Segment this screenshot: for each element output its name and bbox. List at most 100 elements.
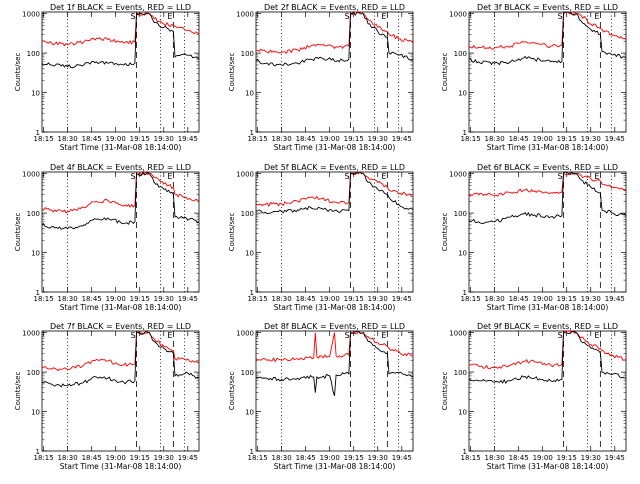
lld-series-line xyxy=(255,171,414,208)
region-marker-E: E xyxy=(381,172,386,181)
x-tick-label: 19:30 xyxy=(154,454,174,462)
y-axis-label: Counts/sec xyxy=(228,53,236,92)
events-series-line xyxy=(468,171,627,224)
region-marker-S: S xyxy=(558,331,563,340)
y-tick-label: 10 xyxy=(31,409,40,417)
x-axis-label: Start Time (31-Mar-08 18:14:00) xyxy=(60,462,182,471)
y-tick-label: 1000 xyxy=(449,330,467,338)
region-marker-E: E xyxy=(167,331,172,340)
y-tick-label: 1 xyxy=(250,289,254,297)
y-axis-label: Counts/sec xyxy=(441,372,449,411)
y-tick-label: 1 xyxy=(36,289,40,297)
x-axis-label: Start Time (31-Mar-08 18:14:00) xyxy=(487,303,609,312)
y-tick-label: 1 xyxy=(36,129,40,137)
y-tick-label: 100 xyxy=(454,50,467,58)
plot-frame xyxy=(468,171,627,293)
x-tick-label: 19:15 xyxy=(557,295,577,303)
region-marker-S: S xyxy=(131,331,136,340)
x-tick-label: 19:00 xyxy=(320,295,340,303)
lld-series-line xyxy=(468,11,627,50)
lld-series-line xyxy=(41,331,200,372)
region-marker-S: S xyxy=(131,12,136,21)
events-series-line xyxy=(41,12,200,69)
panel-det-5: Det 5f BLACK = Events, RED = LLD 1 10 100 10… xyxy=(228,163,414,312)
y-tick-label: 1000 xyxy=(236,11,254,19)
x-tick-label: 18:15 xyxy=(34,295,54,303)
plot-frame xyxy=(255,171,414,293)
y-tick-label: 10 xyxy=(458,409,467,417)
plot-frame xyxy=(468,330,627,452)
y-tick-label: 1000 xyxy=(449,11,467,19)
lld-series-line xyxy=(255,330,414,363)
y-tick-label: 10 xyxy=(245,250,254,258)
x-tick-label: 19:30 xyxy=(154,295,174,303)
x-tick-label: 19:30 xyxy=(368,295,388,303)
x-tick-label: 19:15 xyxy=(130,135,150,143)
x-tick-label: 18:30 xyxy=(272,295,292,303)
x-axis-label: Start Time (31-Mar-08 18:14:00) xyxy=(274,143,396,152)
plot-frame xyxy=(255,330,414,452)
y-axis-label: Counts/sec xyxy=(228,372,236,411)
panel-det-9: Det 9f BLACK = Events, RED = LLD 1 10 100 10… xyxy=(441,322,627,471)
region-marker-S: S xyxy=(558,12,563,21)
x-tick-label: 19:30 xyxy=(581,135,601,143)
x-tick-label: 18:45 xyxy=(296,454,316,462)
x-tick-label: 19:45 xyxy=(605,135,625,143)
x-tick-label: 18:30 xyxy=(272,454,292,462)
x-tick-label: 19:45 xyxy=(178,454,198,462)
x-tick-label: 18:15 xyxy=(461,454,481,462)
region-marker-E: E xyxy=(167,12,172,21)
region-marker-S: S xyxy=(345,331,350,340)
panel-det-7: Det 7f BLACK = Events, RED = LLD 1 10 100 10… xyxy=(14,322,200,471)
y-axis-label: Counts/sec xyxy=(441,53,449,92)
y-tick-label: 10 xyxy=(458,250,467,258)
region-marker-S: S xyxy=(345,12,350,21)
y-tick-label: 100 xyxy=(27,50,40,58)
x-tick-label: 18:45 xyxy=(82,295,102,303)
panel-title: Det 1f BLACK = Events, RED = LLD xyxy=(50,3,191,12)
y-axis-label: Counts/sec xyxy=(14,53,22,92)
y-tick-label: 100 xyxy=(241,369,254,377)
x-axis-label: Start Time (31-Mar-08 18:14:00) xyxy=(487,462,609,471)
x-tick-label: 19:15 xyxy=(344,454,364,462)
panel-det-6: Det 6f BLACK = Events, RED = LLD 1 10 100 10… xyxy=(441,163,627,312)
y-tick-label: 1000 xyxy=(22,11,40,19)
x-tick-label: 19:00 xyxy=(106,295,126,303)
plot-frame xyxy=(41,330,200,452)
x-tick-label: 19:45 xyxy=(392,135,412,143)
events-series-line xyxy=(255,171,414,215)
x-tick-label: 18:30 xyxy=(485,454,505,462)
y-tick-label: 1 xyxy=(250,448,254,456)
x-tick-label: 18:15 xyxy=(34,454,54,462)
panel-det-4: Det 4f BLACK = Events, RED = LLD 1 10 100 10… xyxy=(14,163,200,312)
x-tick-label: 19:00 xyxy=(533,454,553,462)
y-tick-label: 1000 xyxy=(236,171,254,179)
x-tick-label: 18:30 xyxy=(485,295,505,303)
panel-title: Det 4f BLACK = Events, RED = LLD xyxy=(50,163,191,172)
x-tick-label: 19:45 xyxy=(178,135,198,143)
x-tick-label: 19:15 xyxy=(557,454,577,462)
lld-series-line xyxy=(468,172,627,197)
x-tick-label: 18:45 xyxy=(509,454,529,462)
events-series-line xyxy=(468,330,627,384)
x-tick-label: 19:00 xyxy=(533,135,553,143)
y-tick-label: 1 xyxy=(250,129,254,137)
x-tick-label: 18:45 xyxy=(509,295,529,303)
region-marker-E: E xyxy=(594,172,599,181)
x-tick-label: 18:15 xyxy=(248,454,268,462)
y-tick-label: 100 xyxy=(27,369,40,377)
y-tick-label: 1 xyxy=(463,129,467,137)
x-tick-label: 18:45 xyxy=(296,295,316,303)
y-tick-label: 1000 xyxy=(236,330,254,338)
x-tick-label: 19:15 xyxy=(130,454,150,462)
x-axis-label: Start Time (31-Mar-08 18:14:00) xyxy=(274,303,396,312)
region-marker-S: S xyxy=(131,172,136,181)
region-marker-E: E xyxy=(381,331,386,340)
x-tick-label: 19:00 xyxy=(533,295,553,303)
y-axis-label: Counts/sec xyxy=(441,213,449,252)
region-marker-S: S xyxy=(558,172,563,181)
x-tick-label: 18:15 xyxy=(248,295,268,303)
y-tick-label: 1000 xyxy=(22,330,40,338)
x-tick-label: 19:45 xyxy=(392,295,412,303)
